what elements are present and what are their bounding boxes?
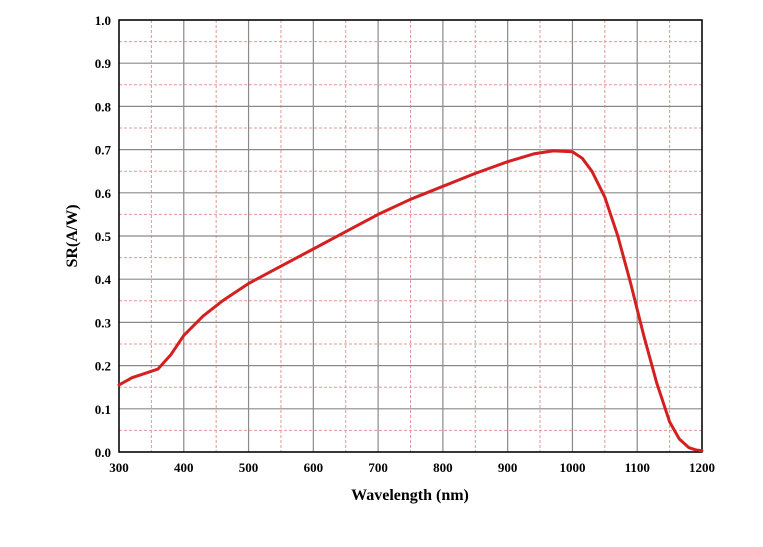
x-tick-label: 800 [433,460,453,475]
y-tick-label: 0.7 [95,143,112,158]
x-tick-label: 500 [239,460,259,475]
x-tick-labels: 300 400 500 600 700 800 900 1000 1100 1200 [109,460,715,475]
y-tick-label: 1.0 [95,13,111,28]
y-tick-label: 0.9 [95,56,112,71]
x-tick-label: 300 [109,460,129,475]
x-axis-label: Wavelength (nm) [351,487,469,504]
minor-grid [119,20,702,452]
x-tick-label: 1100 [625,460,650,475]
series-line-sr [117,149,704,453]
y-tick-label: 0.0 [95,445,111,460]
x-tick-label: 900 [498,460,518,475]
x-tick-label: 400 [174,460,194,475]
x-tick-label: 1000 [559,460,585,475]
y-tick-label: 0.1 [95,402,111,417]
y-tick-label: 0.4 [95,272,112,287]
y-tick-label: 0.2 [95,359,111,374]
y-tick-label: 0.8 [95,99,112,114]
x-tick-label: 700 [368,460,388,475]
y-tick-label: 0.6 [95,186,112,201]
y-tick-labels: 0.0 0.1 0.2 0.3 0.4 0.5 0.6 0.7 0.8 0.9 1.0 [95,13,112,460]
y-tick-label: 0.3 [95,315,112,330]
plot-frame [118,19,703,453]
y-axis-label: SR(A/W) [64,204,81,267]
series-layer [117,149,704,453]
x-tick-label: 600 [304,460,324,475]
x-tick-label: 1200 [689,460,715,475]
y-tick-label: 0.5 [95,229,112,244]
